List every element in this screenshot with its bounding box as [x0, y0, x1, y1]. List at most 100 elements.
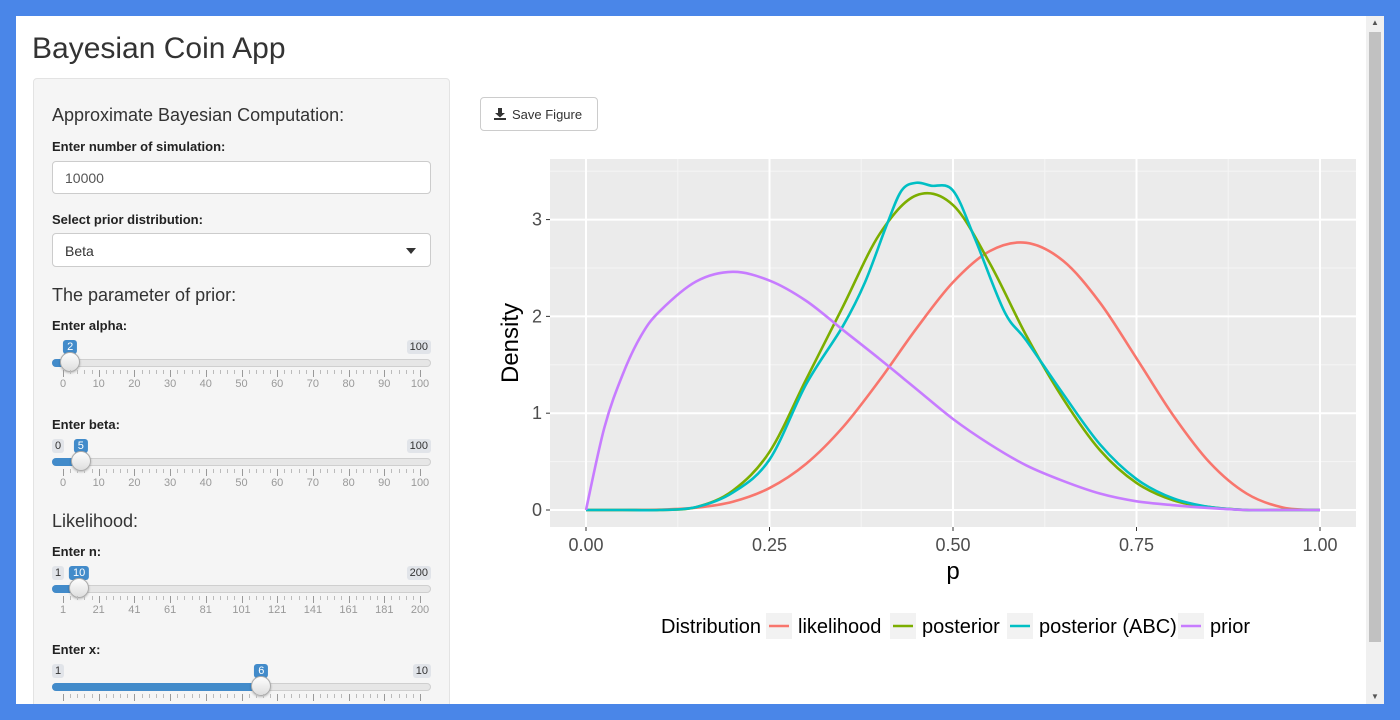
- tick-minor: [234, 596, 236, 600]
- tick-minor: [84, 694, 86, 698]
- tick-minor: [270, 370, 272, 374]
- tick-minor: [112, 469, 114, 473]
- alpha-slider[interactable]: 100 2 0 10 20 30 40 50 60 70 80 90 100: [52, 340, 431, 400]
- tick-minor: [177, 469, 179, 473]
- x-tick-label: 0.25: [752, 535, 787, 555]
- n-slider-max: 200: [406, 566, 431, 580]
- tick-minor: [291, 370, 293, 374]
- beta-slider-track[interactable]: [52, 458, 431, 466]
- tick-minor: [377, 469, 379, 473]
- scroll-up-arrow-icon[interactable]: ▲: [1371, 18, 1379, 27]
- tick-minor: [77, 694, 79, 698]
- x-slider-ticks: [52, 694, 431, 702]
- alpha-slider-handle[interactable]: [60, 352, 81, 372]
- x-slider[interactable]: 1 10 6: [52, 664, 431, 704]
- x-slider-min: 1: [52, 664, 65, 678]
- tick-minor: [127, 596, 129, 600]
- tick-minor: [120, 694, 122, 698]
- page-scrollbar[interactable]: ▲ ▼: [1366, 16, 1384, 704]
- tick-major: [205, 596, 207, 603]
- scroll-down-arrow-icon[interactable]: ▼: [1371, 692, 1379, 701]
- legend-label: prior: [1210, 616, 1250, 638]
- tick-minor: [405, 469, 407, 473]
- n-slider-tick-label: 61: [163, 604, 177, 616]
- alpha-slider-max: 100: [406, 340, 431, 354]
- alpha-slider-tick-label: 40: [199, 378, 212, 390]
- tick-major: [98, 370, 100, 377]
- tick-minor: [405, 370, 407, 374]
- tick-major: [312, 694, 314, 701]
- tick-major: [98, 694, 100, 701]
- tick-minor: [405, 596, 407, 600]
- tick-major: [170, 694, 172, 701]
- x-label: Enter x:: [52, 642, 101, 657]
- beta-slider-max: 100: [406, 439, 431, 453]
- tick-minor: [220, 370, 222, 374]
- tick-minor: [70, 370, 72, 374]
- tick-minor: [220, 469, 222, 473]
- tick-major: [277, 469, 279, 476]
- tick-major: [63, 469, 64, 476]
- tick-major: [384, 694, 386, 701]
- tick-minor: [327, 596, 329, 600]
- download-icon: [494, 108, 506, 120]
- n-slider[interactable]: 1 200 10 1 21 41 61 81 101 121 141 161 181 200: [52, 566, 431, 626]
- beta-label: Enter beta:: [52, 417, 120, 432]
- series-line-prior: [584, 270, 1320, 512]
- n-slider-tick-label: 41: [128, 604, 141, 616]
- simulations-input[interactable]: [52, 161, 431, 194]
- tick-minor: [155, 596, 157, 600]
- tick-major: [98, 469, 100, 476]
- y-tick-label: 0: [532, 500, 542, 520]
- tick-minor: [198, 469, 200, 473]
- n-slider-tick-label: 141: [303, 604, 323, 616]
- tick-major: [63, 596, 64, 603]
- n-slider-value: 10: [69, 566, 90, 580]
- tick-minor: [220, 596, 222, 600]
- beta-slider[interactable]: 0 100 5 0 10 20 30 40 50 60 70 80 90 100: [52, 439, 431, 499]
- tick-minor: [70, 596, 72, 600]
- scroll-thumb[interactable]: [1369, 32, 1381, 642]
- alpha-slider-tick-label: 30: [163, 378, 177, 390]
- n-slider-handle[interactable]: [69, 578, 90, 598]
- tick-minor: [377, 370, 379, 374]
- tick-minor: [291, 469, 293, 473]
- beta-slider-tick-label: 70: [306, 477, 320, 489]
- tick-minor: [234, 469, 236, 473]
- tick-minor: [405, 694, 407, 698]
- tick-major: [420, 694, 421, 701]
- tick-major: [348, 469, 350, 476]
- tick-major: [98, 596, 100, 603]
- tick-minor: [370, 469, 372, 473]
- x-slider-handle[interactable]: [251, 676, 272, 696]
- tick-major: [384, 469, 386, 476]
- tick-minor: [370, 370, 372, 374]
- save-figure-label: Save Figure: [512, 107, 583, 122]
- tick-minor: [162, 596, 164, 600]
- tick-major: [241, 370, 243, 377]
- beta-slider-handle[interactable]: [70, 451, 91, 471]
- tick-minor: [284, 469, 286, 473]
- prior-select[interactable]: Beta: [52, 233, 431, 267]
- tick-minor: [398, 694, 400, 698]
- alpha-slider-track[interactable]: [52, 359, 431, 367]
- tick-minor: [227, 370, 229, 374]
- alpha-slider-tick-label: 20: [128, 378, 141, 390]
- tick-major: [312, 370, 314, 377]
- tick-minor: [191, 694, 193, 698]
- tick-minor: [105, 370, 107, 374]
- tick-minor: [262, 694, 264, 698]
- tick-major: [205, 370, 207, 377]
- legend-label: posterior (ABC): [1039, 616, 1177, 638]
- n-slider-tick-label: 1: [59, 604, 67, 616]
- tick-minor: [320, 694, 322, 698]
- tick-minor: [355, 370, 357, 374]
- tick-minor: [248, 694, 250, 698]
- tick-minor: [305, 370, 307, 374]
- n-slider-tick-label: 21: [92, 604, 105, 616]
- tick-minor: [377, 596, 379, 600]
- tick-major: [241, 694, 243, 701]
- tick-minor: [220, 694, 222, 698]
- n-slider-track[interactable]: [52, 585, 431, 593]
- save-figure-button[interactable]: Save Figure: [480, 97, 598, 131]
